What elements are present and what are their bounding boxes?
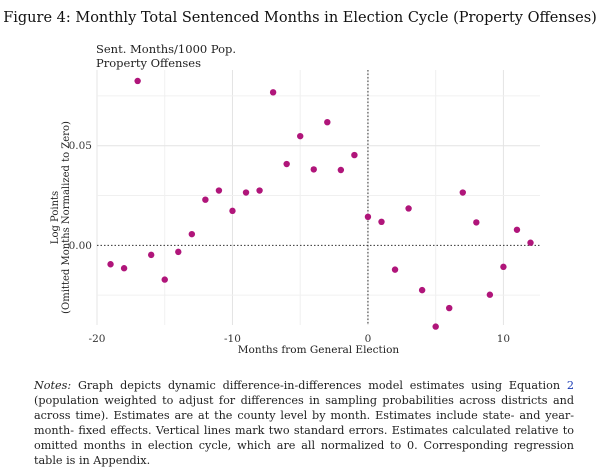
grid-lines <box>96 70 540 325</box>
chart-title: Sent. Months/1000 Pop. <box>96 42 237 56</box>
data-point <box>256 187 263 194</box>
figure-notes: Notes: Graph depicts dynamic difference-… <box>34 378 574 468</box>
data-point <box>297 132 304 140</box>
y-tick-label: 0.00 <box>69 240 92 252</box>
data-point <box>446 304 453 312</box>
data-point <box>364 213 372 221</box>
data-point <box>175 248 182 256</box>
y-tick-label: 0.05 <box>69 140 92 152</box>
data-point <box>269 89 277 96</box>
x-axis-ticks: -20 -10 0 10 <box>89 333 511 345</box>
reference-lines <box>97 70 540 325</box>
y-axis-label-line: (Omitted Months Normalized to Zero) <box>61 121 72 314</box>
y-axis-label-line: Log Points <box>50 191 61 244</box>
data-point <box>513 226 521 233</box>
data-point <box>215 187 223 194</box>
x-tick-label: -10 <box>224 333 241 345</box>
data-point <box>310 166 317 173</box>
y-axis-ticks: 0.00 0.05 <box>69 140 92 252</box>
data-point <box>161 276 168 283</box>
data-point <box>459 189 466 196</box>
data-point <box>527 239 534 246</box>
data-points <box>107 77 534 330</box>
chart-subtitle: Property Offenses <box>96 56 202 70</box>
data-point <box>473 219 480 226</box>
scatter-plot: -20 -10 0 10 0.00 0.05 Months from General E… <box>50 70 540 356</box>
y-axis-label: Log Points (Omitted Months Normalized to … <box>50 121 72 314</box>
equation-reference-link[interactable]: 2 <box>566 379 574 392</box>
data-point <box>337 166 345 174</box>
data-point <box>432 323 439 330</box>
data-point <box>242 189 250 196</box>
data-point <box>378 218 385 226</box>
data-point <box>500 263 507 271</box>
data-point <box>107 261 114 268</box>
data-point <box>147 251 155 259</box>
data-point <box>405 205 412 212</box>
notes-label: Notes: <box>34 379 72 392</box>
data-point <box>202 196 209 203</box>
data-point <box>120 265 128 272</box>
data-point <box>486 291 494 298</box>
data-point <box>351 151 358 159</box>
data-point <box>188 230 196 238</box>
notes-text-2: (population weighted to adjust for diffe… <box>34 394 574 467</box>
x-tick-label: -20 <box>89 333 106 345</box>
x-tick-label: 10 <box>497 333 510 345</box>
x-axis-label: Months from General Election <box>238 344 400 356</box>
data-point <box>391 266 399 273</box>
x-tick-label: 0 <box>365 333 372 345</box>
panel-title: Sent. Months/1000 Pop. Property Offenses <box>96 42 236 70</box>
data-point <box>134 77 141 85</box>
figure-title: Figure 4: Monthly Total Sentenced Months… <box>3 10 597 26</box>
data-point <box>324 118 331 126</box>
data-point <box>418 286 426 294</box>
notes-text-1: Graph depicts dynamic difference-in-diff… <box>71 379 567 392</box>
data-point <box>229 207 236 215</box>
data-point <box>283 160 290 168</box>
